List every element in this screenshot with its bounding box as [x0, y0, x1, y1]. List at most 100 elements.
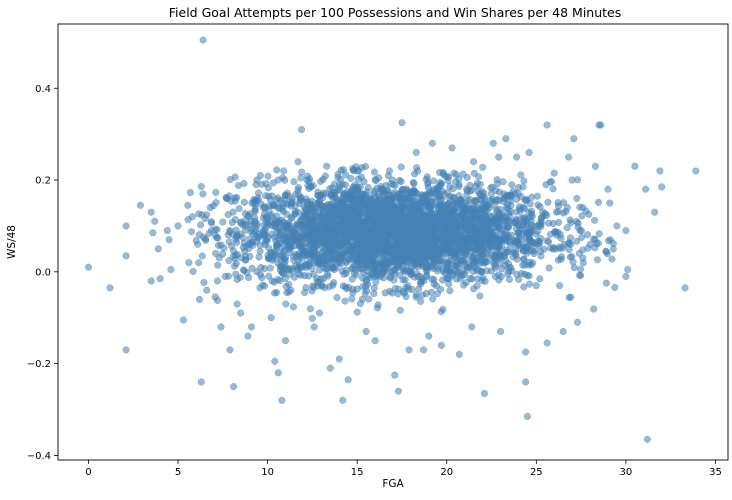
- data-point: [283, 210, 291, 218]
- data-point: [404, 195, 412, 203]
- data-point: [217, 241, 225, 249]
- data-point: [515, 275, 523, 283]
- y-axis-ticks: −0.4 −0.2 0.0 0.2 0.4: [27, 84, 58, 462]
- data-point: [402, 293, 410, 301]
- data-point: [446, 182, 454, 191]
- data-point: [493, 256, 501, 264]
- data-point: [477, 247, 486, 255]
- data-point: [474, 254, 482, 262]
- data-point: [294, 184, 303, 192]
- data-point: [506, 197, 514, 205]
- data-point: [438, 195, 446, 203]
- data-point: [468, 212, 476, 220]
- data-point: [424, 184, 432, 192]
- data-point: [593, 256, 601, 264]
- data-point: [247, 323, 256, 331]
- data-point: [457, 256, 465, 265]
- data-point: [586, 240, 594, 248]
- data-point: [443, 189, 452, 197]
- data-point: [348, 232, 356, 241]
- data-point: [608, 255, 616, 263]
- data-point: [519, 261, 527, 269]
- data-point: [324, 210, 332, 218]
- data-point: [294, 158, 302, 166]
- data-point: [642, 185, 650, 193]
- data-point: [399, 209, 407, 217]
- data-point: [349, 183, 357, 191]
- data-point: [455, 350, 463, 358]
- data-point: [335, 355, 343, 363]
- data-point: [288, 264, 296, 272]
- data-point: [306, 305, 314, 313]
- data-point: [545, 238, 553, 246]
- data-point: [348, 275, 356, 283]
- data-point: [595, 230, 603, 238]
- data-point: [217, 323, 225, 331]
- data-point: [513, 195, 521, 203]
- data-point: [213, 277, 221, 285]
- data-point: [310, 270, 318, 278]
- data-point: [260, 282, 269, 290]
- data-point: [519, 183, 527, 191]
- data-point: [468, 275, 476, 283]
- data-point: [310, 283, 318, 291]
- data-point: [563, 224, 571, 232]
- data-point: [314, 221, 322, 230]
- data-point: [151, 217, 159, 225]
- data-point: [387, 245, 395, 253]
- data-point: [437, 308, 445, 316]
- data-point: [453, 201, 461, 209]
- data-point: [477, 200, 485, 208]
- data-point: [512, 251, 520, 259]
- data-point: [425, 190, 434, 199]
- data-point: [528, 212, 536, 220]
- data-point: [336, 229, 344, 237]
- data-point: [299, 247, 307, 256]
- data-point: [579, 254, 587, 262]
- data-point: [231, 173, 239, 181]
- data-point: [520, 177, 528, 185]
- data-point: [504, 260, 513, 268]
- data-point: [186, 188, 194, 197]
- data-point: [513, 153, 521, 161]
- data-point: [424, 262, 432, 270]
- data-point: [362, 327, 370, 336]
- data-point: [349, 285, 357, 293]
- data-point: [271, 357, 279, 365]
- data-point: [411, 273, 419, 281]
- data-point: [280, 167, 288, 175]
- data-point: [471, 197, 479, 205]
- data-point: [363, 188, 371, 196]
- data-point: [385, 167, 393, 175]
- data-point: [364, 272, 372, 280]
- data-point: [423, 196, 431, 204]
- data-point: [203, 286, 211, 294]
- data-point: [643, 435, 651, 443]
- data-point: [569, 258, 577, 266]
- data-point: [84, 263, 93, 271]
- data-point: [232, 235, 240, 243]
- data-point: [439, 201, 447, 209]
- data-point: [361, 254, 369, 262]
- data-point: [541, 209, 549, 218]
- data-point: [529, 259, 537, 267]
- data-point: [195, 210, 203, 218]
- data-point: [394, 387, 402, 395]
- data-point: [154, 245, 162, 253]
- data-point: [554, 208, 562, 216]
- data-point: [452, 275, 460, 283]
- data-point: [211, 226, 219, 234]
- data-point: [264, 255, 272, 263]
- data-point: [443, 173, 451, 181]
- data-point: [347, 194, 355, 202]
- data-point: [418, 248, 426, 256]
- data-point: [257, 264, 265, 272]
- data-point: [522, 378, 530, 386]
- data-point: [578, 212, 586, 220]
- data-point: [428, 275, 436, 283]
- y-tick-label: −0.2: [27, 359, 51, 370]
- data-point: [371, 337, 379, 345]
- data-point: [214, 261, 222, 269]
- data-point: [219, 218, 227, 226]
- data-point: [568, 176, 576, 184]
